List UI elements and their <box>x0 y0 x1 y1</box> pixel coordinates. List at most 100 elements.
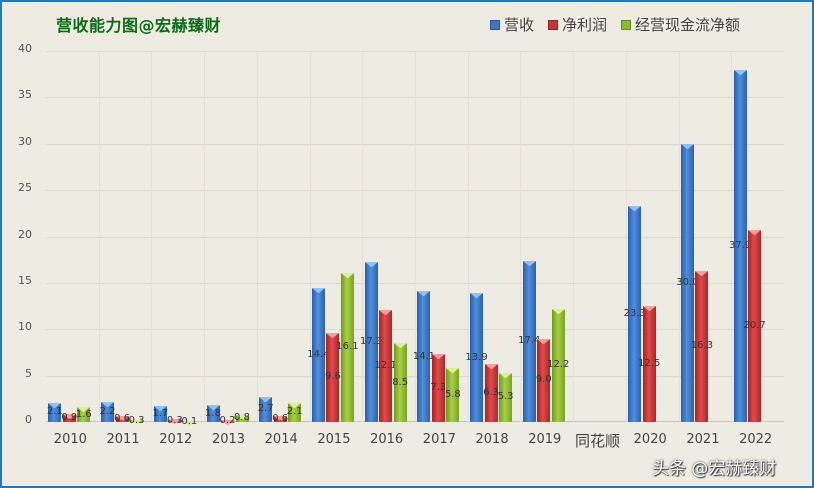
x-tick-label: 2011 <box>106 432 140 447</box>
bar-revenue <box>101 401 115 422</box>
bar-cash-flow <box>77 407 91 422</box>
x-tick-label: 2021 <box>686 432 720 447</box>
data-label: 2.7 <box>257 403 274 415</box>
vertical-gridline <box>309 51 311 422</box>
bar-revenue <box>259 396 273 422</box>
x-tick-label: 2019 <box>528 432 562 447</box>
bar-revenue <box>680 143 694 422</box>
data-label: 0.1 <box>181 415 198 427</box>
legend-label: 经营现金流净额 <box>635 16 741 34</box>
bar-net-profit <box>221 420 234 425</box>
bar-cash-flow <box>235 414 249 422</box>
legend-label: 营收 <box>504 16 535 34</box>
data-label: 30.0 <box>676 276 699 288</box>
bar-net-profit <box>642 306 656 422</box>
chart-title: 营收能力图@宏赫臻财 <box>56 16 222 35</box>
y-tick-label: 35 <box>18 88 32 102</box>
bar-cash-flow <box>393 343 407 422</box>
data-label: 13.9 <box>465 351 488 363</box>
x-tick-label: 2013 <box>211 432 246 447</box>
vertical-gridline <box>731 51 733 422</box>
legend-item-net-profit: 净利润 <box>548 14 607 35</box>
bar-cash-flow <box>340 272 354 422</box>
bar-revenue <box>522 260 536 422</box>
data-label: 2.2 <box>99 405 116 417</box>
bar-net-profit <box>326 332 340 422</box>
data-label: 16.3 <box>690 340 714 352</box>
x-tick-label: 同花顺 <box>574 432 620 450</box>
plot-area: 2.1 2.2 1.7 1.8 2.7 14.4 17.3 14.1 13.9 17.4 23.3 3… <box>46 51 784 427</box>
x-tick-label: 2022 <box>739 432 773 447</box>
vertical-gridline <box>573 51 575 422</box>
x-tick-label: 2016 <box>370 432 404 447</box>
data-label: 23.3 <box>623 307 646 319</box>
legend-swatch-cash-flow-icon <box>621 19 632 30</box>
bar-net-profit <box>168 419 182 424</box>
bar-revenue <box>311 288 325 422</box>
data-label: 2.1 <box>286 406 303 418</box>
x-tick-label: 2012 <box>159 432 193 447</box>
x-tick-label: 2018 <box>475 432 509 447</box>
bar-net-profit <box>379 309 393 422</box>
data-label: 6.3 <box>483 386 500 398</box>
x-tick-label: 2010 <box>53 432 87 447</box>
data-label: 0.2 <box>219 415 236 427</box>
vertical-gridline <box>204 51 206 422</box>
x-tick-label: 2015 <box>317 432 351 447</box>
vertical-gridline <box>467 51 469 422</box>
y-tick-label: 0 <box>25 413 32 426</box>
legend-item-operating-cash-flow: 经营现金流净额 <box>621 14 740 35</box>
data-label: 1.8 <box>205 407 221 419</box>
data-label: 12.2 <box>547 359 570 371</box>
vertical-gridline <box>625 51 627 422</box>
data-label: 16.1 <box>336 341 359 353</box>
vertical-gridline <box>678 51 680 422</box>
y-tick-label: 25 <box>18 181 32 195</box>
data-label: 5.3 <box>497 391 514 403</box>
y-tick-label: 10 <box>18 320 32 334</box>
bar-net-profit <box>748 230 762 422</box>
data-label: 7.3 <box>430 382 447 394</box>
data-label: 1.6 <box>75 408 92 420</box>
bar-cash-flow <box>551 308 565 422</box>
vertical-gridline <box>256 51 258 422</box>
bar-revenue <box>417 291 431 422</box>
bar-revenue <box>733 70 747 422</box>
bar-cash-flow <box>130 419 144 424</box>
bar-cash-flow <box>182 420 196 425</box>
data-label: 0.6 <box>272 413 289 425</box>
data-label: 17.3 <box>360 335 383 347</box>
bar-net-profit <box>62 413 76 422</box>
bar-cash-flow <box>499 372 513 422</box>
y-tick-label: 30 <box>18 134 32 148</box>
vertical-gridline <box>98 51 100 422</box>
vertical-gridline <box>520 51 522 422</box>
data-label: 8.5 <box>392 376 409 388</box>
y-tick-label: 15 <box>18 273 32 287</box>
bar-cash-flow <box>288 402 302 422</box>
vertical-gridline <box>362 51 364 422</box>
bar-revenue <box>628 205 642 422</box>
y-tick-label: 5 <box>25 366 32 380</box>
legend-label: 净利润 <box>562 16 608 34</box>
watermark: 头条 @宏赫臻财 <box>652 459 777 479</box>
vertical-gridline <box>415 51 416 422</box>
bar-net-profit <box>537 338 551 422</box>
data-label: 2.1 <box>46 406 63 418</box>
data-label: 14.1 <box>412 350 435 362</box>
data-label: 12.1 <box>374 359 397 371</box>
data-label: 37.9 <box>729 240 752 252</box>
data-label: 0.3 <box>128 414 145 426</box>
data-label: 9.6 <box>324 371 341 383</box>
bar-cash-flow <box>446 368 460 422</box>
vertical-gridline <box>151 51 153 422</box>
data-label: 0.6 <box>114 413 131 425</box>
data-label: 20.7 <box>743 320 766 331</box>
y-tick-label: 40 <box>18 42 32 55</box>
data-label: 0.3 <box>166 414 183 426</box>
bar-net-profit <box>431 354 445 422</box>
legend-swatch-net-profit-icon <box>548 19 559 30</box>
bar-net-profit <box>484 363 498 422</box>
data-label: 5.8 <box>444 389 461 401</box>
